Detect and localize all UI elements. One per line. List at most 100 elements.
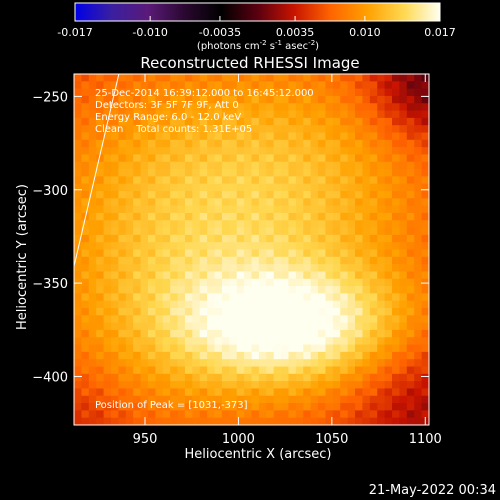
heatmap-cell: [258, 117, 267, 126]
heatmap-cell: [110, 256, 119, 265]
heatmap-cell: [244, 278, 253, 287]
heatmap-cell: [266, 205, 275, 214]
heatmap-cell: [221, 417, 230, 425]
heatmap-cell: [155, 169, 164, 177]
heatmap-cell: [155, 103, 164, 112]
heatmap-cell: [406, 351, 415, 360]
heatmap-cell: [421, 242, 429, 251]
heatmap-cell: [147, 366, 156, 375]
heatmap-cell: [414, 293, 423, 302]
heatmap-cell: [147, 191, 156, 199]
heatmap-cell: [421, 212, 429, 221]
heatmap-cell: [207, 227, 216, 236]
heatmap-cell: [310, 81, 319, 90]
heatmap-cell: [258, 359, 267, 368]
footer-date: 21-May-2022 00:34: [369, 483, 496, 498]
heatmap-cell: [96, 417, 105, 425]
heatmap-cell: [369, 220, 378, 229]
heatmap-cell: [251, 227, 260, 236]
heatmap-cell: [318, 300, 327, 309]
heatmap-cell: [199, 125, 208, 134]
heatmap-cell: [295, 212, 304, 221]
heatmap-cell: [340, 249, 349, 258]
heatmap-cell: [155, 139, 164, 148]
heatmap-cell: [177, 147, 186, 156]
heatmap-cell: [162, 95, 171, 104]
heatmap-cell: [88, 117, 97, 126]
heatmap-cell: [251, 212, 260, 221]
heatmap-cell: [347, 381, 356, 390]
heatmap-cell: [295, 176, 304, 185]
heatmap-cell: [377, 183, 386, 192]
heatmap-cell: [207, 403, 216, 411]
heatmap-cell: [377, 329, 386, 338]
heatmap-cell: [281, 256, 290, 265]
heatmap-cell: [170, 322, 179, 331]
heatmap-cell: [325, 220, 334, 229]
heatmap-cell: [103, 337, 112, 346]
heatmap-cell: [221, 337, 230, 346]
heatmap-cell: [236, 373, 245, 382]
heatmap-cell: [377, 403, 386, 411]
heatmap-cell: [192, 169, 201, 177]
heatmap-cell: [273, 139, 282, 148]
heatmap-cell: [236, 212, 245, 221]
heatmap-cell: [303, 147, 312, 156]
heatmap-cell: [362, 293, 371, 302]
heatmap-cell: [81, 315, 90, 324]
heatmap-cell: [369, 315, 378, 324]
heatmap-cell: [140, 329, 149, 338]
heatmap-cell: [207, 205, 216, 214]
heatmap-cell: [355, 212, 364, 221]
heatmap-cell: [96, 242, 105, 251]
heatmap-cell: [192, 395, 201, 404]
heatmap-cell: [295, 132, 304, 141]
heatmap-cell: [332, 169, 341, 177]
heatmap-cell: [96, 395, 105, 404]
heatmap-cell: [384, 242, 393, 251]
heatmap-cell: [184, 139, 193, 148]
heatmap-cell: [192, 110, 201, 119]
heatmap-cell: [184, 125, 193, 134]
heatmap-cell: [332, 373, 341, 382]
heatmap-cell: [177, 191, 186, 199]
heatmap-cell: [355, 381, 364, 390]
heatmap-cell: [399, 147, 408, 156]
heatmap-cell: [110, 300, 119, 309]
heatmap-cell: [133, 95, 142, 104]
heatmap-cell: [421, 329, 429, 338]
heatmap-cell: [399, 315, 408, 324]
heatmap-cell: [318, 322, 327, 331]
heatmap-cell: [236, 110, 245, 119]
heatmap-cell: [244, 300, 253, 309]
heatmap-cell: [303, 191, 312, 199]
heatmap-cell: [288, 286, 297, 294]
heatmap-cell: [81, 381, 90, 390]
heatmap-cell: [251, 161, 260, 170]
heatmap-cell: [162, 161, 171, 170]
heatmap-cell: [421, 322, 429, 331]
heatmap-cell: [170, 300, 179, 309]
heatmap-cell: [332, 256, 341, 265]
heatmap-cell: [406, 117, 415, 126]
heatmap-cell: [377, 74, 386, 82]
heatmap-cell: [81, 329, 90, 338]
heatmap-cell: [236, 395, 245, 404]
heatmap-cell: [155, 410, 164, 419]
heatmap-cell: [251, 234, 260, 243]
heatmap-cell: [362, 366, 371, 375]
heatmap-cell: [140, 205, 149, 214]
heatmap-cell: [74, 293, 82, 302]
heatmap-cell: [369, 183, 378, 192]
heatmap-cell: [258, 388, 267, 397]
heatmap-cell: [147, 359, 156, 368]
heatmap-cell: [399, 234, 408, 243]
heatmap-cell: [147, 117, 156, 126]
heatmap-cell: [414, 264, 423, 273]
heatmap-cell: [266, 95, 275, 104]
heatmap-cell: [325, 403, 334, 411]
heatmap-cell: [184, 271, 193, 280]
heatmap-cell: [162, 176, 171, 185]
heatmap-cell: [288, 117, 297, 126]
heatmap-cell: [318, 417, 327, 425]
